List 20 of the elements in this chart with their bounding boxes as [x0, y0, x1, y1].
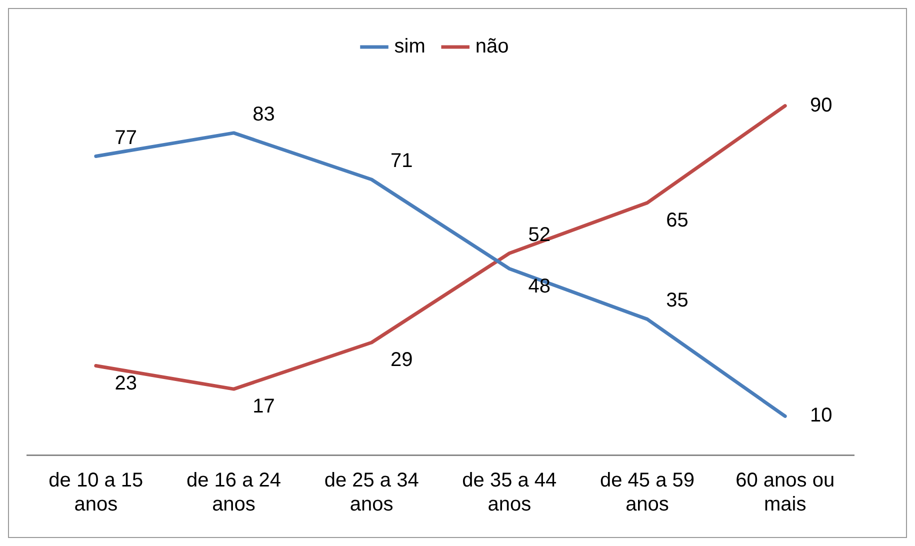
data-label: 17: [252, 396, 275, 418]
data-label: 71: [390, 150, 413, 172]
data-label: 90: [810, 94, 832, 116]
data-label: 83: [252, 103, 275, 126]
x-tick-label: de 10 a 15 anos: [48, 470, 144, 516]
x-tick-label: de 25 a 34 anos: [324, 470, 419, 516]
data-label: 77: [114, 126, 138, 149]
data-label: 48: [528, 275, 551, 298]
data-label: 35: [666, 290, 688, 312]
data-label: 52: [528, 224, 551, 246]
data-label: 65: [666, 209, 688, 232]
data-label: 29: [390, 348, 413, 371]
legend-label: sim: [394, 36, 426, 58]
x-tick-label: de 16 a 24 anos: [186, 470, 282, 516]
data-label: 10: [810, 404, 832, 427]
x-tick-label: de 45 a 59 anos: [600, 470, 695, 516]
legend-label: não: [475, 36, 509, 58]
data-label: 23: [114, 372, 138, 394]
x-tick-label: 60 anos ou mais: [736, 470, 835, 516]
x-tick-label: de 35 a 44 anos: [462, 470, 557, 516]
